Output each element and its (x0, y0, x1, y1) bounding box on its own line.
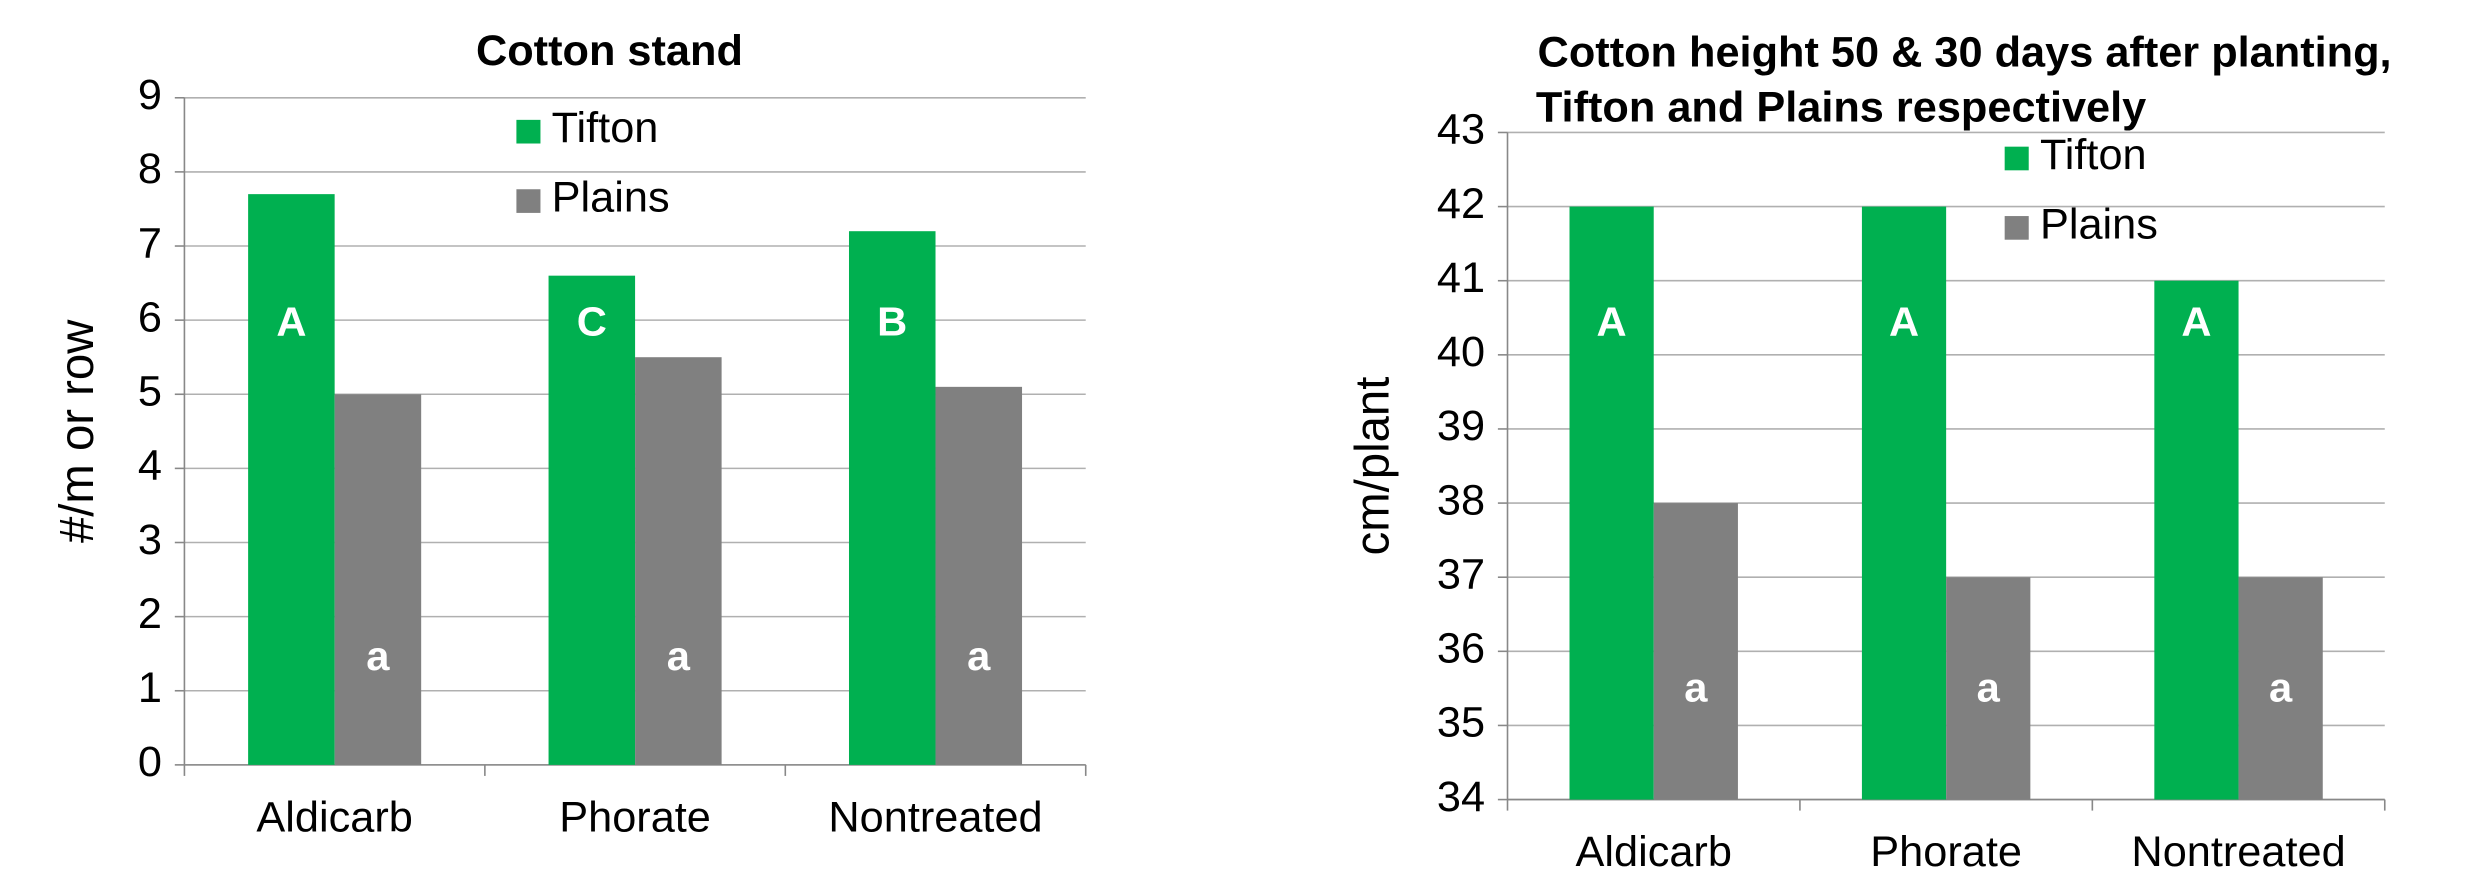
y-tick-label: 40 (1437, 328, 1485, 376)
y-tick-label: 0 (138, 738, 162, 786)
bar (2238, 577, 2323, 800)
y-tick-label: 43 (1437, 106, 1485, 154)
bar (1946, 577, 2031, 800)
legend-swatch (516, 119, 541, 144)
bar (1653, 503, 1738, 800)
y-tick-label: 36 (1437, 625, 1485, 673)
y-tick-label: 4 (138, 442, 162, 490)
x-tick-label: Nontreated (2131, 828, 2345, 876)
y-tick-label: 2 (138, 590, 162, 638)
y-tick-label: 37 (1437, 551, 1485, 599)
legend-swatch (2004, 146, 2029, 171)
y-tick-label: 1 (138, 664, 162, 712)
bar-annotation: A (1597, 299, 1627, 345)
legend-label: Plains (2040, 201, 2158, 249)
chart-title: Tifton and Plains respectively (1536, 84, 2146, 132)
x-tick-label: Aldicarb (256, 794, 412, 842)
bar-annotation: a (967, 633, 991, 679)
y-tick-label: 3 (138, 516, 162, 564)
legend-swatch (2004, 216, 2029, 240)
legend-label: Tifton (552, 104, 659, 152)
bar-annotation: C (577, 299, 607, 345)
y-axis-label: cm/plant (1346, 377, 1399, 556)
y-tick-label: 39 (1437, 403, 1485, 451)
bar-annotation: B (877, 299, 907, 345)
y-tick-label: 8 (138, 145, 162, 193)
x-tick-label: Aldicarb (1576, 828, 1732, 876)
chart-title: Cotton height 50 & 30 days after plantin… (1538, 29, 2392, 77)
bar (848, 231, 936, 765)
y-tick-label: 34 (1437, 773, 1485, 821)
bar-annotation: A (276, 299, 306, 345)
bar-annotation: a (366, 633, 390, 679)
legend-label: Plains (552, 174, 670, 222)
bar (2154, 280, 2239, 800)
y-tick-label: 6 (138, 294, 162, 342)
y-tick-label: 9 (138, 71, 162, 119)
y-tick-label: 7 (138, 220, 162, 268)
x-tick-label: Nontreated (828, 794, 1042, 842)
y-tick-label: 42 (1437, 180, 1485, 228)
bar (1861, 206, 1947, 800)
bar (1569, 206, 1654, 800)
bar (334, 394, 422, 765)
bar-annotation: a (667, 633, 691, 679)
bar (248, 194, 335, 765)
y-tick-label: 41 (1437, 254, 1485, 302)
y-tick-label: 38 (1437, 477, 1485, 525)
y-axis-label: #/m or row (51, 319, 104, 543)
bar-annotation: a (1977, 665, 2001, 711)
x-tick-label: Phorate (559, 794, 711, 842)
legend-label: Tifton (2040, 131, 2147, 179)
legend-swatch (516, 189, 541, 213)
chart-title: Cotton stand (476, 27, 743, 75)
bar (635, 357, 722, 765)
bar-annotation: a (1684, 665, 1708, 711)
bar (935, 386, 1023, 765)
x-tick-label: Phorate (1870, 828, 2022, 876)
bar-annotation: A (2181, 299, 2211, 345)
bar (548, 275, 636, 765)
y-tick-label: 5 (138, 368, 162, 416)
bar-annotation: A (1889, 299, 1919, 345)
bar-annotation: a (2269, 665, 2293, 711)
y-tick-label: 35 (1437, 699, 1485, 747)
